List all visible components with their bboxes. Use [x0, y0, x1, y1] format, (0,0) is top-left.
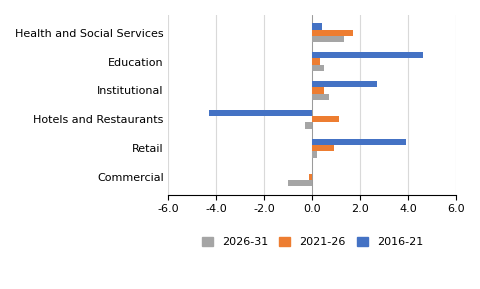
Bar: [312, 36, 344, 42]
Bar: [309, 174, 312, 180]
Bar: [305, 123, 312, 129]
Bar: [312, 87, 324, 94]
Bar: [312, 65, 324, 71]
Bar: [312, 23, 322, 29]
Bar: [312, 29, 353, 36]
Bar: [312, 52, 422, 58]
Bar: [312, 145, 334, 151]
Bar: [288, 180, 312, 186]
Bar: [312, 116, 339, 123]
Bar: [312, 138, 406, 145]
Legend: 2026-31, 2021-26, 2016-21: 2026-31, 2021-26, 2016-21: [197, 232, 427, 252]
Bar: [312, 81, 377, 87]
Bar: [209, 110, 312, 116]
Bar: [312, 58, 320, 65]
Bar: [312, 151, 317, 158]
Bar: [312, 94, 329, 100]
